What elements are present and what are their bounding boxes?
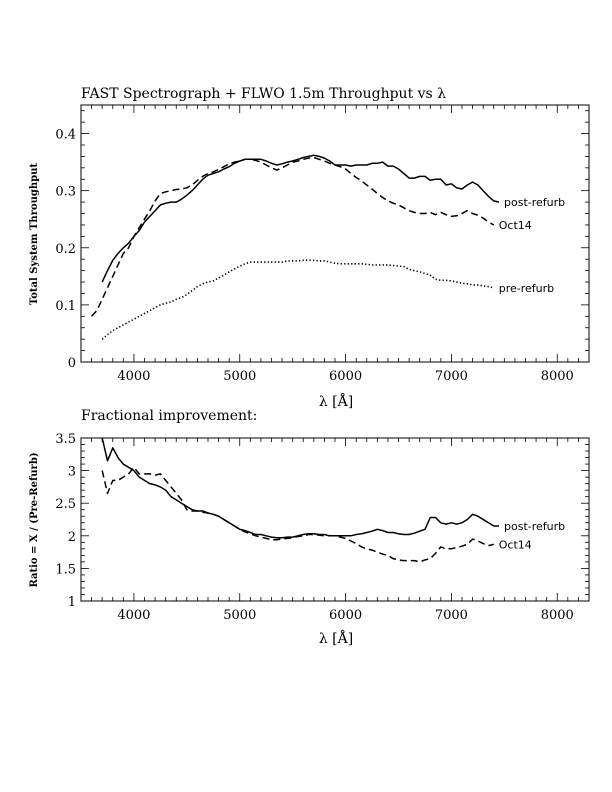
improvement-panel: Fractional improvement: Ratio = X / (Pre… (29, 408, 590, 647)
series-post-refurb-line (101, 154, 500, 283)
series-label: post-refurb (504, 520, 565, 533)
y-tick-label: 3 (68, 465, 76, 480)
x-tick-label: 6000 (329, 608, 362, 623)
chart-title: Fractional improvement: (81, 408, 257, 424)
x-tick-label: 7000 (435, 608, 468, 623)
throughput-panel: FAST Spectrograph + FLWO 1.5m Throughput… (29, 86, 590, 410)
x-tick-label: 5000 (223, 369, 256, 384)
series-post-refurb-line (101, 437, 499, 539)
x-tick-label: 4000 (117, 608, 150, 623)
x-tick-label: 5000 (223, 608, 256, 623)
x-tick-label: 8000 (541, 608, 574, 623)
series-label: post-refurb (504, 196, 565, 209)
y-tick-label: 1 (68, 595, 76, 610)
y-axis-label: Ratio = X / (Pre-Refurb) (29, 452, 40, 587)
y-tick-label: 1.5 (55, 562, 76, 577)
x-axis-label: λ [Å] (319, 392, 353, 410)
y-tick-label: 2.5 (55, 497, 76, 512)
series-label: pre-refurb (499, 282, 554, 295)
x-tick-label: 6000 (329, 369, 362, 384)
series-oct14-line (101, 466, 494, 563)
x-tick-label: 7000 (435, 369, 468, 384)
series-oct14-line (91, 156, 495, 317)
series-label: Oct14 (499, 219, 532, 232)
y-tick-label: 0.1 (55, 299, 76, 314)
chart-title: FAST Spectrograph + FLWO 1.5m Throughput… (81, 86, 446, 102)
series-label: Oct14 (499, 538, 532, 551)
x-tick-label: 4000 (117, 369, 150, 384)
x-tick-label: 8000 (541, 369, 574, 384)
y-tick-label: 0.4 (55, 128, 76, 143)
series-pre-refurb-line (101, 259, 494, 340)
y-tick-label: 0.3 (55, 185, 76, 200)
x-axis-label: λ [Å] (319, 629, 353, 647)
y-tick-label: 0.2 (55, 242, 76, 257)
y-axis-label: Total System Throughput (29, 163, 40, 305)
y-tick-label: 2 (68, 530, 76, 545)
y-tick-label: 0 (68, 356, 76, 371)
y-tick-label: 3.5 (55, 432, 76, 447)
plot-frame (80, 104, 590, 363)
